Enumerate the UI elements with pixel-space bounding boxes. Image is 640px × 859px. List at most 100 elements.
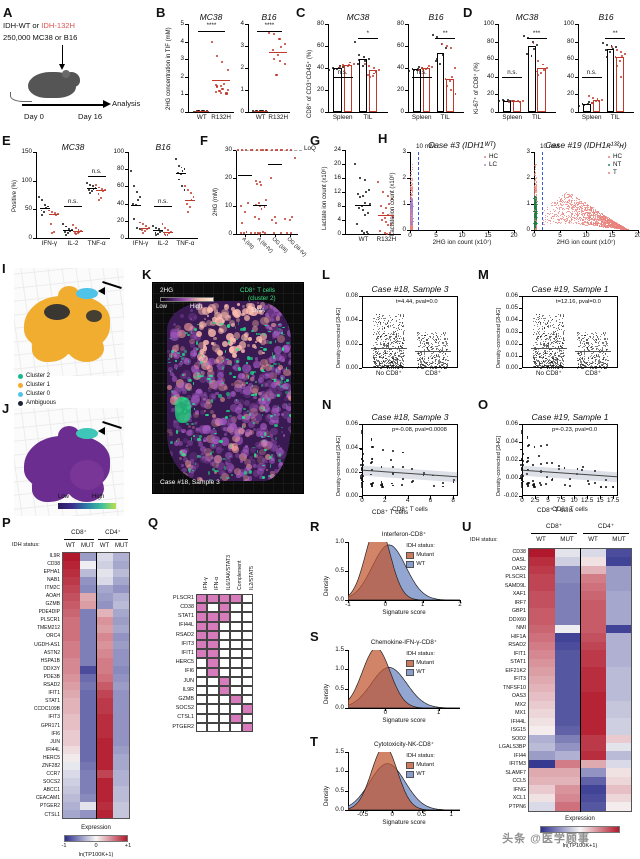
panel-e-0-mean-0 bbox=[40, 208, 50, 209]
panel-l-ytick-3 bbox=[359, 296, 362, 297]
panel-k-cd8-cell bbox=[184, 350, 187, 353]
panel-e-1-dot bbox=[167, 234, 169, 236]
panel-f-ytick-0-label: 0 bbox=[228, 231, 232, 238]
panel-h-1-t-point bbox=[576, 222, 577, 223]
panel-c-0-bar-2 bbox=[359, 59, 367, 112]
panel-k-2hg-pixel bbox=[168, 454, 171, 457]
panel-l-point bbox=[374, 332, 375, 333]
panel-h-1-t-point bbox=[559, 209, 560, 210]
panel-e-0-dot bbox=[98, 187, 100, 189]
panel-h-0-hc-point bbox=[411, 171, 412, 172]
panel-e-1-sig-0: n.s. bbox=[149, 198, 177, 205]
panel-k-2hg-pixel bbox=[212, 342, 216, 346]
panel-k-2hg-pixel bbox=[255, 421, 259, 425]
panel-h-1-hc-point bbox=[535, 188, 536, 189]
panel-h-1-t-point bbox=[583, 224, 584, 225]
panel-j-highlight-cluster bbox=[76, 428, 98, 439]
panel-f-dot bbox=[262, 149, 264, 151]
panel-h-1-t-point bbox=[562, 209, 563, 210]
panel-f-dot bbox=[259, 181, 261, 183]
panel-l-point bbox=[382, 316, 383, 317]
panel-k-cd8-cell bbox=[246, 362, 248, 363]
panel-g-ytick-4 bbox=[342, 178, 345, 179]
panel-h-1-legend-label-2: T bbox=[613, 170, 617, 177]
panel-k-2hg-pixel bbox=[289, 463, 291, 470]
panel-d-0-ytick-3 bbox=[495, 59, 498, 60]
panel-h-1-t-point bbox=[580, 219, 581, 220]
panel-e-0-dot bbox=[50, 223, 52, 225]
panel-h-0-xlabel: 2HG ion count (x10⁷) bbox=[410, 240, 514, 247]
panel-e-0-xtick-2: TNF-α bbox=[83, 241, 111, 248]
panel-h-1-t-point bbox=[594, 218, 595, 219]
panel-h-1-t-point bbox=[588, 220, 589, 221]
panel-e-1-ytick-3-label: 60 bbox=[117, 183, 124, 190]
panel-k-cd8-cell bbox=[231, 474, 233, 476]
panel-h-1-t-point bbox=[604, 219, 605, 220]
panel-k-2hg-pixel bbox=[286, 453, 291, 460]
panel-g-ytick-2-label: 8 bbox=[337, 203, 341, 210]
panel-k-cd8-cell bbox=[230, 363, 232, 366]
panel-i-ambiguous-cluster-2 bbox=[86, 310, 102, 322]
panel-k-2hg-pixel bbox=[203, 440, 205, 442]
panel-e-0-dot bbox=[51, 211, 53, 213]
panel-e-1-sigline-0 bbox=[154, 206, 172, 207]
panel-f-dot bbox=[264, 206, 266, 208]
panel-h-1-nt-point bbox=[534, 221, 535, 222]
panel-l-ytick-1 bbox=[359, 344, 362, 345]
panel-e-1-dot bbox=[187, 189, 189, 191]
panel-g-wt-dot bbox=[359, 196, 361, 198]
panel-b-0-mut-dot bbox=[220, 92, 222, 94]
panel-a-analysis-label: Analysis bbox=[112, 100, 140, 108]
panel-c-1-sig-0: n.s. bbox=[408, 69, 436, 76]
panel-k-image bbox=[152, 282, 304, 494]
panel-e-0-mean-4 bbox=[87, 188, 97, 189]
panel-h-1-t-point bbox=[558, 220, 559, 221]
panel-l-point bbox=[402, 345, 403, 346]
panel-c-1-ytick-4 bbox=[405, 24, 408, 25]
panel-f-ylabel: 2HG (mM) bbox=[213, 188, 219, 216]
panel-k-cd8-cell bbox=[186, 423, 190, 425]
panel-k-cd8-cell bbox=[176, 440, 177, 442]
panel-k-2hg-pixel bbox=[196, 331, 202, 337]
panel-f-dot bbox=[274, 216, 276, 218]
panel-l-point bbox=[393, 343, 394, 344]
panel-k-cd8-cell bbox=[194, 328, 197, 331]
panel-h-1-ytick-2-label: 2 bbox=[526, 175, 530, 182]
panel-i-legend-swatch-3 bbox=[18, 401, 23, 406]
panel-e-0-ytick-2 bbox=[33, 181, 36, 182]
panel-f-dot bbox=[280, 232, 282, 234]
panel-l-point bbox=[379, 314, 380, 315]
panel-d-0-mean-2 bbox=[528, 46, 536, 47]
panel-k-2hg-pixel bbox=[208, 456, 216, 464]
panel-k-cd8-cell bbox=[286, 379, 289, 382]
panel-g-mut-dot bbox=[377, 181, 379, 183]
panel-k-cd8-cell bbox=[251, 330, 254, 332]
panel-e-0-ytick-1-label: 50 bbox=[25, 206, 32, 213]
panel-l-ytick-0-label: 0.00 bbox=[346, 365, 358, 372]
panel-k-2hg-pixel bbox=[243, 480, 245, 481]
panel-k-cd8-cell bbox=[251, 394, 255, 396]
panel-d-1-sig-1: ** bbox=[601, 30, 629, 37]
panel-k-cd8-cell bbox=[284, 381, 285, 383]
panel-h-0-hc-point bbox=[412, 180, 413, 181]
panel-l-point bbox=[390, 322, 391, 323]
panel-h-1-t-point bbox=[569, 196, 570, 197]
panel-e-1-dot bbox=[189, 206, 191, 208]
panel-h-1-t-point bbox=[545, 215, 546, 216]
panel-e-1-xtick-2: TNF-α bbox=[171, 241, 199, 248]
panel-l-point bbox=[376, 357, 377, 358]
panel-h-1-t-point bbox=[587, 222, 588, 223]
panel-k-cd8-cell bbox=[230, 444, 231, 448]
panel-b-0-mut-dot bbox=[227, 69, 229, 71]
panel-c-0-dot bbox=[339, 66, 341, 68]
panel-h-1-t-point bbox=[626, 229, 627, 230]
panel-d-0-ytick-2-label: 40 bbox=[487, 74, 494, 81]
panel-g-mut-dot bbox=[385, 221, 387, 223]
panel-l-ytick-1-label: 0.02 bbox=[346, 341, 358, 348]
panel-k-2hg-label: 2HG bbox=[160, 288, 173, 295]
panel-k-cd8-cell bbox=[189, 471, 190, 473]
panel-e-0-dot bbox=[65, 234, 67, 236]
panel-h-1-t-point bbox=[574, 203, 575, 204]
panel-k-2hg-pixel bbox=[181, 429, 185, 433]
panel-e-0-ytick-3-label: 150 bbox=[21, 149, 32, 156]
